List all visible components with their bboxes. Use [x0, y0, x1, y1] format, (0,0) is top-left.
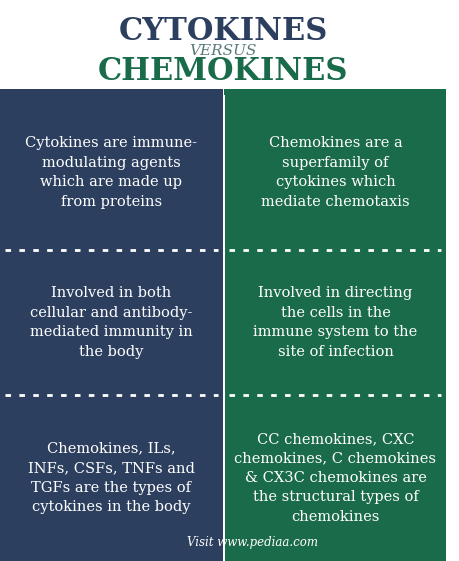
Bar	[224, 250, 446, 395]
Bar	[0, 89, 223, 95]
Text: CYTOKINES: CYTOKINES	[118, 16, 328, 47]
Bar	[224, 89, 446, 95]
Text: Involved in directing
the cells in the
immune system to the
site of infection: Involved in directing the cells in the i…	[253, 286, 418, 358]
Bar	[0, 95, 223, 250]
Text: Involved in both
cellular and antibody-
mediated immunity in
the body: Involved in both cellular and antibody- …	[30, 286, 193, 358]
Text: Visit www.pediaa.com: Visit www.pediaa.com	[187, 536, 318, 549]
Bar	[0, 395, 223, 561]
Bar	[0, 250, 223, 395]
Text: CC chemokines, CXC
chemokines, C chemokines
& CX3C chemokines are
the structural: CC chemokines, CXC chemokines, C chemoki…	[235, 432, 437, 524]
Text: CHEMOKINES: CHEMOKINES	[98, 56, 348, 86]
Text: Chemokines are a
superfamily of
cytokines which
mediate chemotaxis: Chemokines are a superfamily of cytokine…	[261, 136, 410, 209]
Bar	[224, 395, 446, 561]
Text: Chemokines, ILs,
INFs, CSFs, TNFs and
TGFs are the types of
cytokines in the bod: Chemokines, ILs, INFs, CSFs, TNFs and TG…	[28, 442, 195, 514]
Bar	[224, 95, 446, 250]
Text: Cytokines are immune-
modulating agents
which are made up
from proteins: Cytokines are immune- modulating agents …	[25, 136, 197, 209]
Text: VERSUS: VERSUS	[190, 44, 257, 58]
